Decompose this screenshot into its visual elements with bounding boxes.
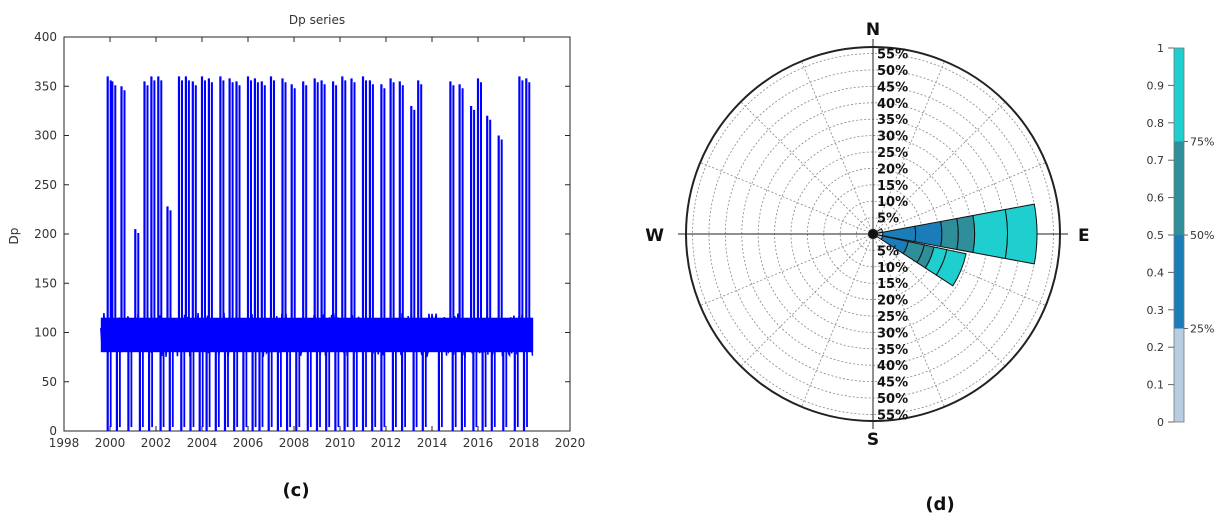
x-tick-label: 1998 xyxy=(49,436,80,450)
plot-area xyxy=(100,76,534,431)
x-tick-label: 2002 xyxy=(141,436,172,450)
axes: 0 50 100 150 200 250 300 350 400 1998 2000 2002 2004… xyxy=(34,30,585,450)
rose-wedge-segment xyxy=(972,208,1009,260)
radial-tick-label-north: 50% xyxy=(877,64,908,79)
x-tick-label: 2020 xyxy=(555,436,586,450)
rose-spoke xyxy=(801,61,874,235)
x-tick-label: 2010 xyxy=(325,436,356,450)
x-tick-label: 2014 xyxy=(417,436,448,450)
radial-tick-label-south: 10% xyxy=(877,261,908,276)
rose-labels: 5%5%10%10%15%15%20%20%25%25%30%30%35%35%… xyxy=(645,20,1089,450)
rose-spoke xyxy=(872,162,1046,235)
radial-tick-label-south: 45% xyxy=(877,376,908,391)
y-tick-label: 300 xyxy=(34,129,57,143)
x-tick-label: 2004 xyxy=(187,436,218,450)
x-tick-label: 2006 xyxy=(233,436,264,450)
radial-tick-label-south: 20% xyxy=(877,294,908,309)
radial-tick-label-north: 25% xyxy=(877,146,908,161)
rose-wedge-segment xyxy=(1004,203,1038,265)
colorbar-tick-label: 0.8 xyxy=(1147,117,1165,130)
radial-tick-label-north: 30% xyxy=(877,130,908,145)
y-axis-label: Dp xyxy=(7,228,21,245)
colorbar: 0 0.1 0.2 0.3 0.4 0.5 0.6 0.7 0.8 0.9 1 25% 50% 75% xyxy=(1147,42,1215,429)
colorbar-tick-label: 0.9 xyxy=(1147,79,1165,92)
caption-d: (d) xyxy=(925,494,954,515)
colorbar-tick-label: 0.2 xyxy=(1147,341,1165,354)
x-tick-label: 2008 xyxy=(279,436,310,450)
rose-spoke xyxy=(872,233,1006,367)
radial-tick-label-north: 10% xyxy=(877,195,908,210)
radial-tick-label-south: 55% xyxy=(877,408,908,423)
radial-tick-label-south: 40% xyxy=(877,359,908,374)
y-tick-label: 100 xyxy=(34,326,57,340)
rose-wedge-segment xyxy=(940,217,959,251)
y-tick-label: 150 xyxy=(34,276,57,290)
radial-tick-label-north: 45% xyxy=(877,80,908,95)
radial-tick-label-north: 20% xyxy=(877,162,908,177)
radial-tick-label-south: 50% xyxy=(877,392,908,407)
y-tick-label: 250 xyxy=(34,178,57,192)
colorbar-segment xyxy=(1174,48,1184,142)
compass-label: S xyxy=(867,430,879,450)
radial-tick-label-south: 25% xyxy=(877,310,908,325)
y-tick-label: 200 xyxy=(34,227,57,241)
colorbar-segment xyxy=(1174,328,1184,422)
rose-spoke xyxy=(700,233,874,306)
colorbar-label: 75% xyxy=(1190,136,1214,149)
y-tick-label: 0 xyxy=(49,424,57,438)
x-tick-label: 2000 xyxy=(95,436,126,450)
colorbar-tick-label: 0.5 xyxy=(1147,229,1165,242)
colorbar-tick-label: 0 xyxy=(1157,416,1164,429)
rose-wedge-segment xyxy=(914,220,943,248)
colorbar-tick-label: 0.3 xyxy=(1147,304,1165,317)
rose-spoke xyxy=(801,233,874,407)
compass-label: E xyxy=(1078,226,1090,246)
rose-spoke xyxy=(700,162,874,235)
rose-center xyxy=(868,229,878,239)
caption-c: (c) xyxy=(282,480,309,501)
compass-label: W xyxy=(645,226,664,246)
colorbar-segment xyxy=(1174,141,1184,235)
rose-spoke xyxy=(872,233,945,407)
colorbar-tick-label: 0.1 xyxy=(1147,379,1165,392)
dp-series-panel: Dp series Dp 0 50 100 150 200 250 300 350 400 199… xyxy=(7,13,585,450)
rose-wedge-segment xyxy=(956,214,976,254)
colorbar-label: 25% xyxy=(1190,323,1214,336)
y-tick-label: 50 xyxy=(42,375,57,389)
x-tick-label: 2012 xyxy=(371,436,402,450)
radial-tick-label-north: 40% xyxy=(877,97,908,112)
wind-rose-panel: 5%5%10%10%15%15%20%20%25%25%30%30%35%35%… xyxy=(645,20,1214,450)
chart-title: Dp series xyxy=(289,13,345,27)
rose-spoke xyxy=(872,61,945,235)
compass-label: N xyxy=(866,20,880,40)
colorbar-tick-label: 0.7 xyxy=(1147,154,1165,167)
rose-wedges xyxy=(868,203,1038,287)
radial-tick-label-north: 55% xyxy=(877,48,908,63)
colorbar-label: 50% xyxy=(1190,229,1214,242)
radial-tick-label-south: 30% xyxy=(877,326,908,341)
rose-spoke xyxy=(872,101,1006,235)
radial-tick-label-north: 5% xyxy=(877,212,899,227)
x-tick-label: 2016 xyxy=(463,436,494,450)
rose-spoke xyxy=(740,233,874,367)
x-tick-label: 2018 xyxy=(509,436,540,450)
radial-tick-label-north: 15% xyxy=(877,179,908,194)
colorbar-tick-label: 0.4 xyxy=(1147,266,1165,279)
radial-tick-label-south: 35% xyxy=(877,343,908,358)
radial-tick-label-south: 5% xyxy=(877,244,899,259)
radial-tick-label-south: 15% xyxy=(877,277,908,292)
y-axis-label-group: Dp xyxy=(7,228,21,245)
rose-spoke xyxy=(740,101,874,235)
y-tick-label: 350 xyxy=(34,79,57,93)
colorbar-tick-label: 1 xyxy=(1157,42,1164,55)
colorbar-segment xyxy=(1174,235,1184,329)
y-tick-label: 400 xyxy=(34,30,57,44)
rose-wedge-segment xyxy=(935,249,967,287)
radial-tick-label-north: 35% xyxy=(877,113,908,128)
colorbar-tick-label: 0.6 xyxy=(1147,192,1165,205)
